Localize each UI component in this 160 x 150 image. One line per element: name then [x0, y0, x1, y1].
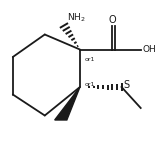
Text: NH$_2$: NH$_2$: [67, 12, 86, 24]
Text: or1: or1: [85, 57, 95, 62]
Text: S: S: [123, 81, 129, 90]
Text: or1: or1: [85, 82, 95, 87]
Text: O: O: [109, 15, 116, 25]
Text: OH: OH: [142, 45, 156, 54]
Polygon shape: [55, 87, 80, 120]
